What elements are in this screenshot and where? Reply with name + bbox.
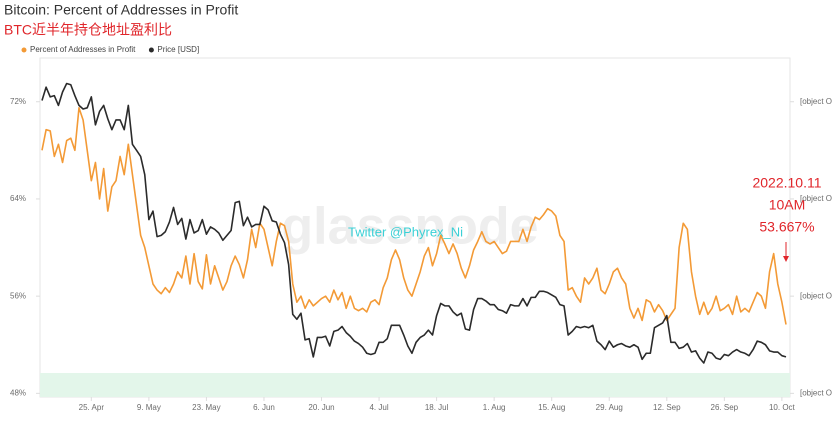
legend-marker	[148, 47, 154, 53]
legend-label: Price [USD]	[157, 45, 199, 54]
y-tick-label: 72%	[10, 97, 26, 106]
annotation-value: 53.667%	[759, 219, 814, 235]
twitter-handle: Twitter @Phyrex_Ni	[348, 224, 463, 239]
y2-tick-label: [object Object]	[800, 388, 832, 397]
annotation-time: 10AM	[769, 197, 806, 213]
x-tick-label: 12. Sep	[653, 403, 681, 412]
annotation-date: 2022.10.11	[752, 175, 821, 191]
x-tick-label: 9. May	[137, 403, 161, 412]
series-line	[41, 82, 787, 364]
y-tick-label: 64%	[10, 194, 26, 203]
x-tick-label: 20. Jun	[308, 403, 334, 412]
x-tick-label: 26. Sep	[711, 403, 739, 412]
x-tick-label: 4. Jul	[369, 403, 388, 412]
y-tick-label: 48%	[10, 388, 26, 397]
x-tick-label: 1. Aug	[483, 403, 506, 412]
x-tick-label: 15. Aug	[538, 403, 565, 412]
x-tick-label: 18. Jul	[425, 403, 449, 412]
x-tick-label: 29. Aug	[596, 403, 623, 412]
x-tick-label: 10. Oct	[769, 403, 796, 412]
annotation-arrow	[783, 242, 789, 262]
series-line	[41, 107, 787, 325]
chart-subtitle: BTC近半年持仓地址盈利比	[4, 22, 172, 38]
x-tick-label: 6. Jun	[253, 403, 275, 412]
y2-tick-label: [object Object]	[800, 194, 832, 203]
x-tick-label: 25. Apr	[79, 403, 105, 412]
x-tick-label: 23. May	[192, 403, 220, 412]
y2-tick-label: [object Object]	[800, 97, 832, 106]
reference-band	[40, 373, 790, 397]
legend-label: Percent of Addresses in Profit	[30, 45, 136, 54]
y-tick-label: 56%	[10, 291, 26, 300]
y2-tick-label: [object Object]	[800, 291, 832, 300]
chart-title: Bitcoin: Percent of Addresses in Profit	[4, 2, 238, 18]
legend-marker	[21, 47, 27, 53]
watermark: glassnode	[281, 198, 538, 256]
